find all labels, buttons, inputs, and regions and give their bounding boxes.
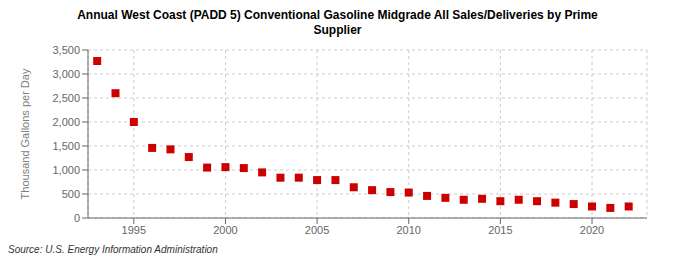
svg-text:2,500: 2,500 xyxy=(52,92,80,104)
svg-text:2010: 2010 xyxy=(396,224,420,236)
svg-text:2005: 2005 xyxy=(305,224,329,236)
svg-text:2000: 2000 xyxy=(213,224,237,236)
svg-text:2020: 2020 xyxy=(580,224,604,236)
svg-text:1,500: 1,500 xyxy=(52,140,80,152)
svg-text:3,000: 3,000 xyxy=(52,68,80,80)
html-text:Annual West Coast (PADD 5) Con: Annual West Coast (PADD 5) Conventional … xyxy=(77,8,598,37)
html-text:Source: U.S. Energy Informatio: Source: U.S. Energy Information Administ… xyxy=(8,244,218,255)
svg-text:2,000: 2,000 xyxy=(52,116,80,128)
svg-text:3,500: 3,500 xyxy=(52,44,80,56)
svg-text:0: 0 xyxy=(74,212,80,224)
svg-text:2015: 2015 xyxy=(488,224,512,236)
svg-text:Thousand Gallons per Day: Thousand Gallons per Day xyxy=(19,68,31,199)
svg-text:1995: 1995 xyxy=(122,224,146,236)
svg-text:1,000: 1,000 xyxy=(52,164,80,176)
svg-text:500: 500 xyxy=(62,188,80,200)
